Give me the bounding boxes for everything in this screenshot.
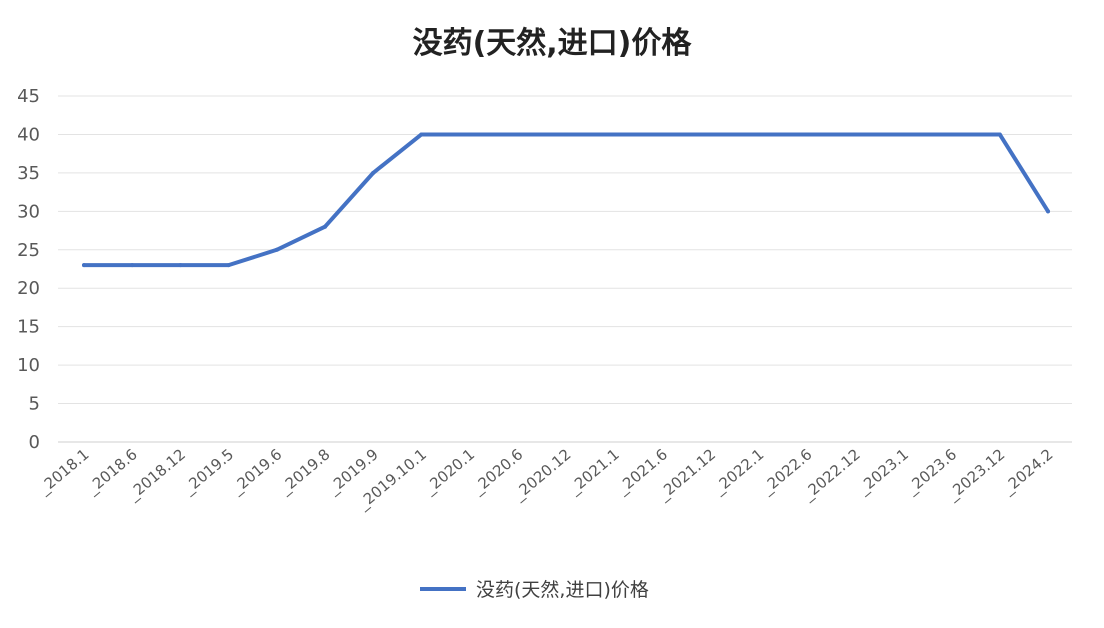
x-tick-label: _2022.1 xyxy=(709,445,768,499)
y-tick-label: 30 xyxy=(17,201,40,222)
y-tick-label: 25 xyxy=(17,240,40,261)
y-tick-label: 40 xyxy=(17,124,40,145)
data-point xyxy=(660,132,665,137)
y-tick-label: 35 xyxy=(17,163,40,184)
data-point xyxy=(82,263,86,268)
data-point xyxy=(371,170,376,175)
data-point xyxy=(1046,209,1050,214)
data-point xyxy=(323,224,327,229)
x-tick-label: _2024.2 xyxy=(998,445,1057,499)
y-tick-label: 10 xyxy=(17,355,40,376)
data-point xyxy=(949,132,954,137)
data-point xyxy=(564,132,568,137)
data-point xyxy=(997,132,1002,137)
legend-label: 没药(天然,进口)价格 xyxy=(476,579,649,601)
data-point xyxy=(853,132,858,137)
x-tick-label: _2019.5 xyxy=(179,445,238,499)
y-tick-label: 45 xyxy=(17,86,40,107)
x-tick-label: _2018.1 xyxy=(34,445,93,499)
data-point xyxy=(612,132,617,137)
x-tick-label: _2021.1 xyxy=(564,445,623,499)
data-point xyxy=(178,263,183,268)
chart-title: 没药(天然,进口)价格 xyxy=(412,26,692,61)
y-tick-label: 15 xyxy=(17,317,40,338)
data-point xyxy=(130,263,135,268)
series-line xyxy=(82,132,1050,268)
y-tick-label: 5 xyxy=(29,394,40,415)
data-point xyxy=(901,132,906,137)
data-point xyxy=(419,132,424,137)
y-tick-label: 0 xyxy=(29,432,40,453)
x-tick-label: _2020.1 xyxy=(420,445,479,499)
data-point xyxy=(274,247,279,252)
data-point xyxy=(515,132,520,137)
data-point xyxy=(226,263,231,268)
data-point xyxy=(467,132,472,137)
data-point xyxy=(805,132,809,137)
data-point xyxy=(708,132,713,137)
data-point xyxy=(756,132,761,137)
y-tick-label: 20 xyxy=(17,278,40,299)
x-tick-label: _2019.8 xyxy=(275,445,334,499)
x-tick-label: _2023.1 xyxy=(854,445,913,499)
x-tick-label: _2019.6 xyxy=(227,445,286,499)
